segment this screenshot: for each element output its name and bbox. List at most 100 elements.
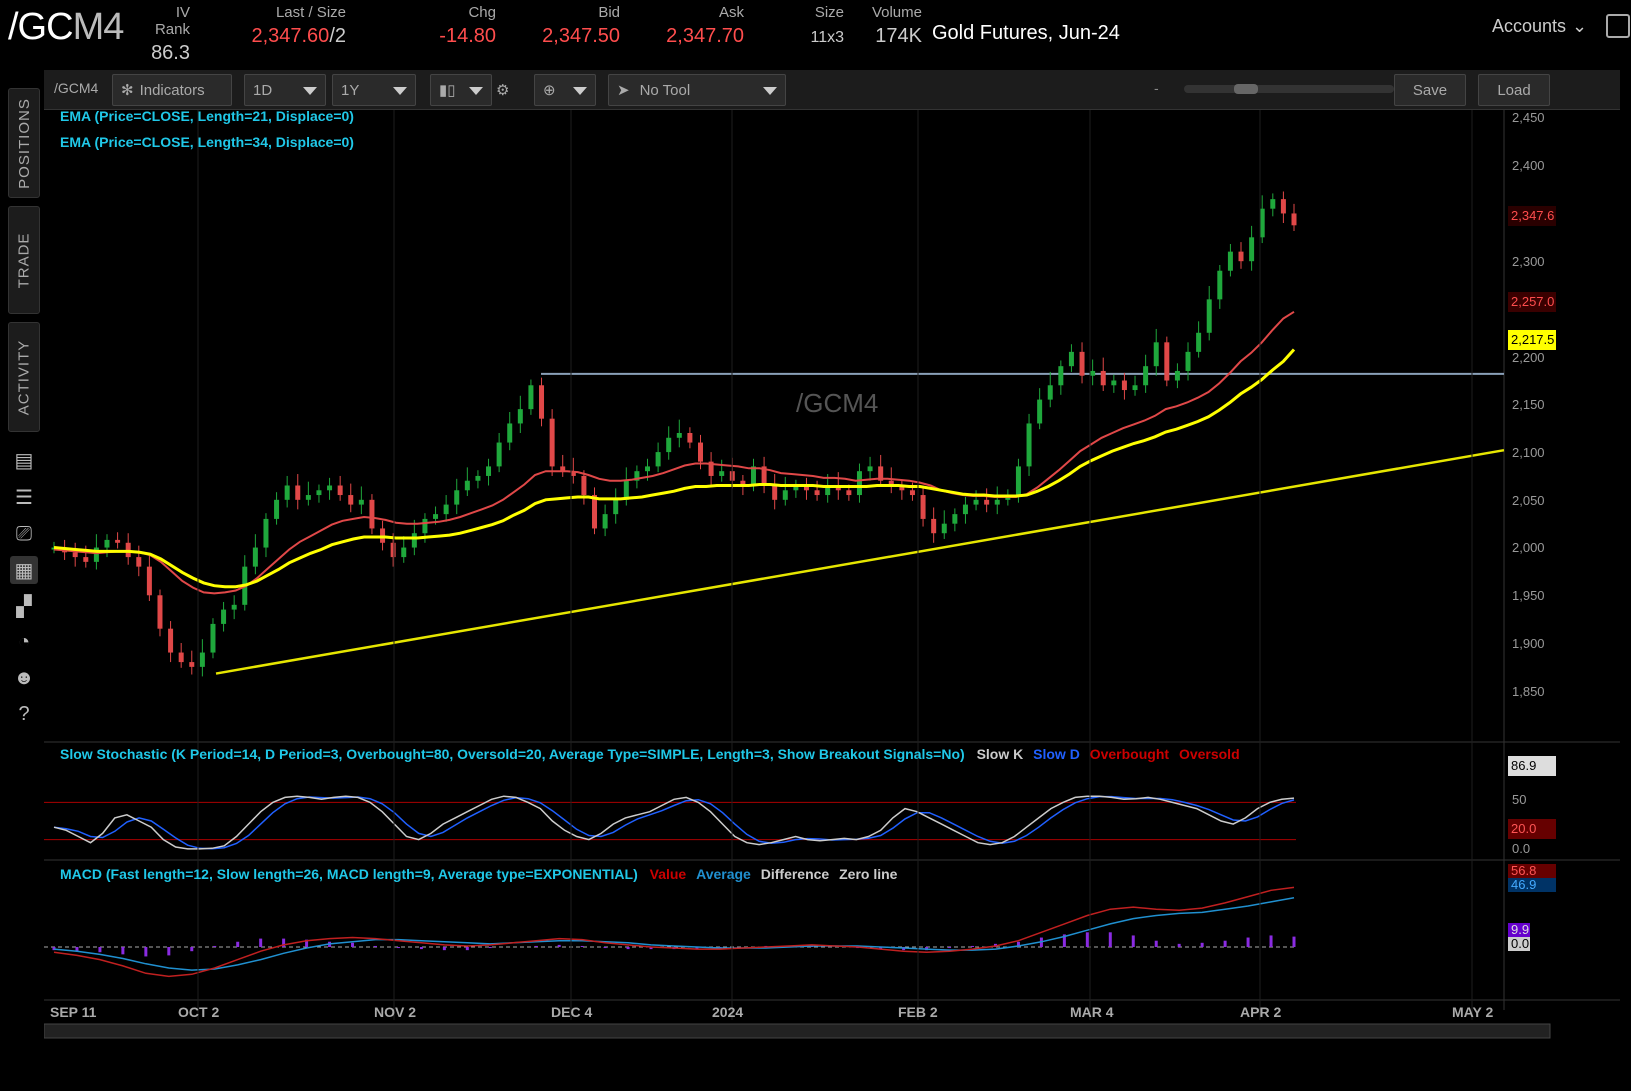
candle-body — [231, 604, 237, 610]
candle-body — [528, 385, 534, 410]
last-size: /2 — [329, 25, 346, 47]
candle-body — [962, 504, 968, 515]
date-tick: MAR 4 — [1070, 1004, 1114, 1020]
date-tick: SEP 11 — [50, 1004, 97, 1020]
window-icon[interactable] — [1606, 14, 1630, 38]
crosshair-icon: ⊕ — [543, 82, 556, 99]
candle-icon: ▮▯ — [439, 82, 456, 99]
price-tick: 2,050 — [1512, 493, 1545, 508]
candle-body — [602, 514, 608, 529]
candle-body — [284, 485, 290, 500]
price-tick: 2,400 — [1512, 158, 1545, 173]
chart-symbol[interactable]: /GCM4 — [54, 80, 99, 96]
date-tick: MAY 2 — [1452, 1004, 1494, 1020]
candle-body — [1280, 199, 1286, 214]
monitor-icon[interactable]: ▤ — [14, 449, 34, 472]
chevron-down-icon: ⌄ — [1572, 16, 1588, 36]
chg-label: Chg — [468, 4, 496, 21]
candle-body — [909, 490, 915, 496]
candle-body — [1196, 332, 1202, 352]
candle-body — [634, 471, 640, 481]
candle-body — [136, 557, 142, 567]
aggregation-select[interactable]: 1D — [244, 74, 326, 106]
slow-d-line — [53, 795, 1295, 850]
candle-body — [984, 499, 990, 505]
grid-icon[interactable]: ▞ — [16, 595, 32, 618]
bid-value: 2,347.50 — [542, 25, 620, 47]
candle-body — [825, 485, 831, 496]
iv-rank-label: IV Rank — [154, 4, 190, 38]
accounts-menu[interactable]: Accounts ⌄ — [1492, 16, 1588, 36]
iv-rank-col: IV Rank 86.3 — [138, 4, 190, 65]
help-icon[interactable]: ? — [18, 702, 30, 725]
tv-icon[interactable]: ⎚ — [16, 522, 32, 545]
chart-type-select[interactable]: ▮▯ — [430, 74, 492, 106]
indicators-button[interactable]: ✻ Indicators — [112, 74, 232, 106]
candle-body — [1185, 351, 1191, 371]
size-value: 11x3 — [810, 29, 844, 46]
price-tick: 2,300 — [1512, 254, 1545, 269]
candle-body — [316, 490, 322, 496]
candle-body — [1238, 251, 1244, 262]
price-tick: 2,450 — [1512, 110, 1545, 125]
candle-body — [899, 485, 905, 491]
gear-icon: ✻ — [121, 82, 134, 99]
gauge-icon[interactable]: ◔ — [17, 630, 31, 653]
macd-legend[interactable]: MACD (Fast length=12, Slow length=26, MA… — [60, 866, 898, 882]
zoom-slider[interactable] — [1184, 85, 1394, 93]
zoom-thumb[interactable] — [1234, 84, 1258, 94]
zoom-out-button[interactable]: - — [1154, 80, 1159, 96]
price-tick: 2,100 — [1512, 445, 1545, 460]
range-select[interactable]: 1Y — [332, 74, 416, 106]
price-tick: 1,900 — [1512, 636, 1545, 651]
drawing-style-select[interactable]: ⊕ — [534, 74, 596, 106]
last-label: Last / Size — [275, 4, 346, 21]
list-icon[interactable]: ☰ — [15, 486, 33, 509]
candle-body — [1270, 199, 1276, 209]
tab-activity[interactable]: ACTIVITY — [8, 322, 40, 432]
candle-body — [782, 490, 788, 500]
tab-positions[interactable]: POSITIONS — [8, 88, 40, 198]
candle-body — [1291, 213, 1297, 226]
candle-body — [1100, 370, 1106, 386]
save-button[interactable]: Save — [1394, 74, 1466, 106]
symbol-title[interactable]: /GCM4 — [8, 6, 124, 48]
candle-body — [761, 466, 767, 486]
ema34-legend[interactable]: EMA (Price=CLOSE, Length=34, Displace=0) — [60, 134, 354, 150]
candle-body — [305, 495, 311, 500]
people-icon[interactable]: ☻ — [13, 666, 35, 689]
candle-body — [592, 495, 598, 529]
candle-body — [952, 514, 958, 524]
candle-body — [803, 485, 809, 491]
ask-value: 2,347.70 — [666, 25, 744, 47]
candle-body — [1227, 251, 1233, 271]
ema21-line — [53, 310, 1295, 595]
candle-body — [719, 471, 725, 476]
ema21-legend[interactable]: EMA (Price=CLOSE, Length=21, Displace=0) — [60, 108, 354, 124]
chart-icon[interactable]: ▦ — [10, 556, 38, 584]
ask-col: Ask 2,347.70 — [650, 4, 744, 48]
date-tick: FEB 2 — [898, 1004, 938, 1020]
macd-diff-tag: 9.9 — [1508, 923, 1530, 937]
last-price-tag: 2,347.6 — [1508, 206, 1556, 226]
chg-value: -14.80 — [439, 25, 496, 47]
candle-body — [390, 542, 396, 558]
candle-body — [856, 471, 862, 496]
candle-body — [1153, 342, 1159, 367]
contract-name: Gold Futures, Jun-24 — [932, 22, 1120, 44]
drawing-tool-select[interactable]: ➤ No Tool — [608, 74, 786, 106]
chg-col: Chg -14.80 — [420, 4, 496, 48]
candle-body — [199, 652, 205, 667]
settings-icon[interactable]: ⚙ — [496, 82, 510, 99]
candle-body — [676, 433, 682, 438]
candle-body — [263, 518, 269, 548]
candle-body — [687, 433, 693, 443]
volume-value: 174K — [875, 25, 922, 47]
load-button[interactable]: Load — [1478, 74, 1550, 106]
candle-body — [146, 566, 152, 596]
price-chart[interactable] — [44, 110, 1620, 1091]
stochastic-legend[interactable]: Slow Stochastic (K Period=14, D Period=3… — [60, 746, 1240, 762]
candle-body — [1068, 351, 1074, 367]
tab-trade[interactable]: TRADE — [8, 206, 40, 314]
candle-body — [274, 499, 280, 519]
